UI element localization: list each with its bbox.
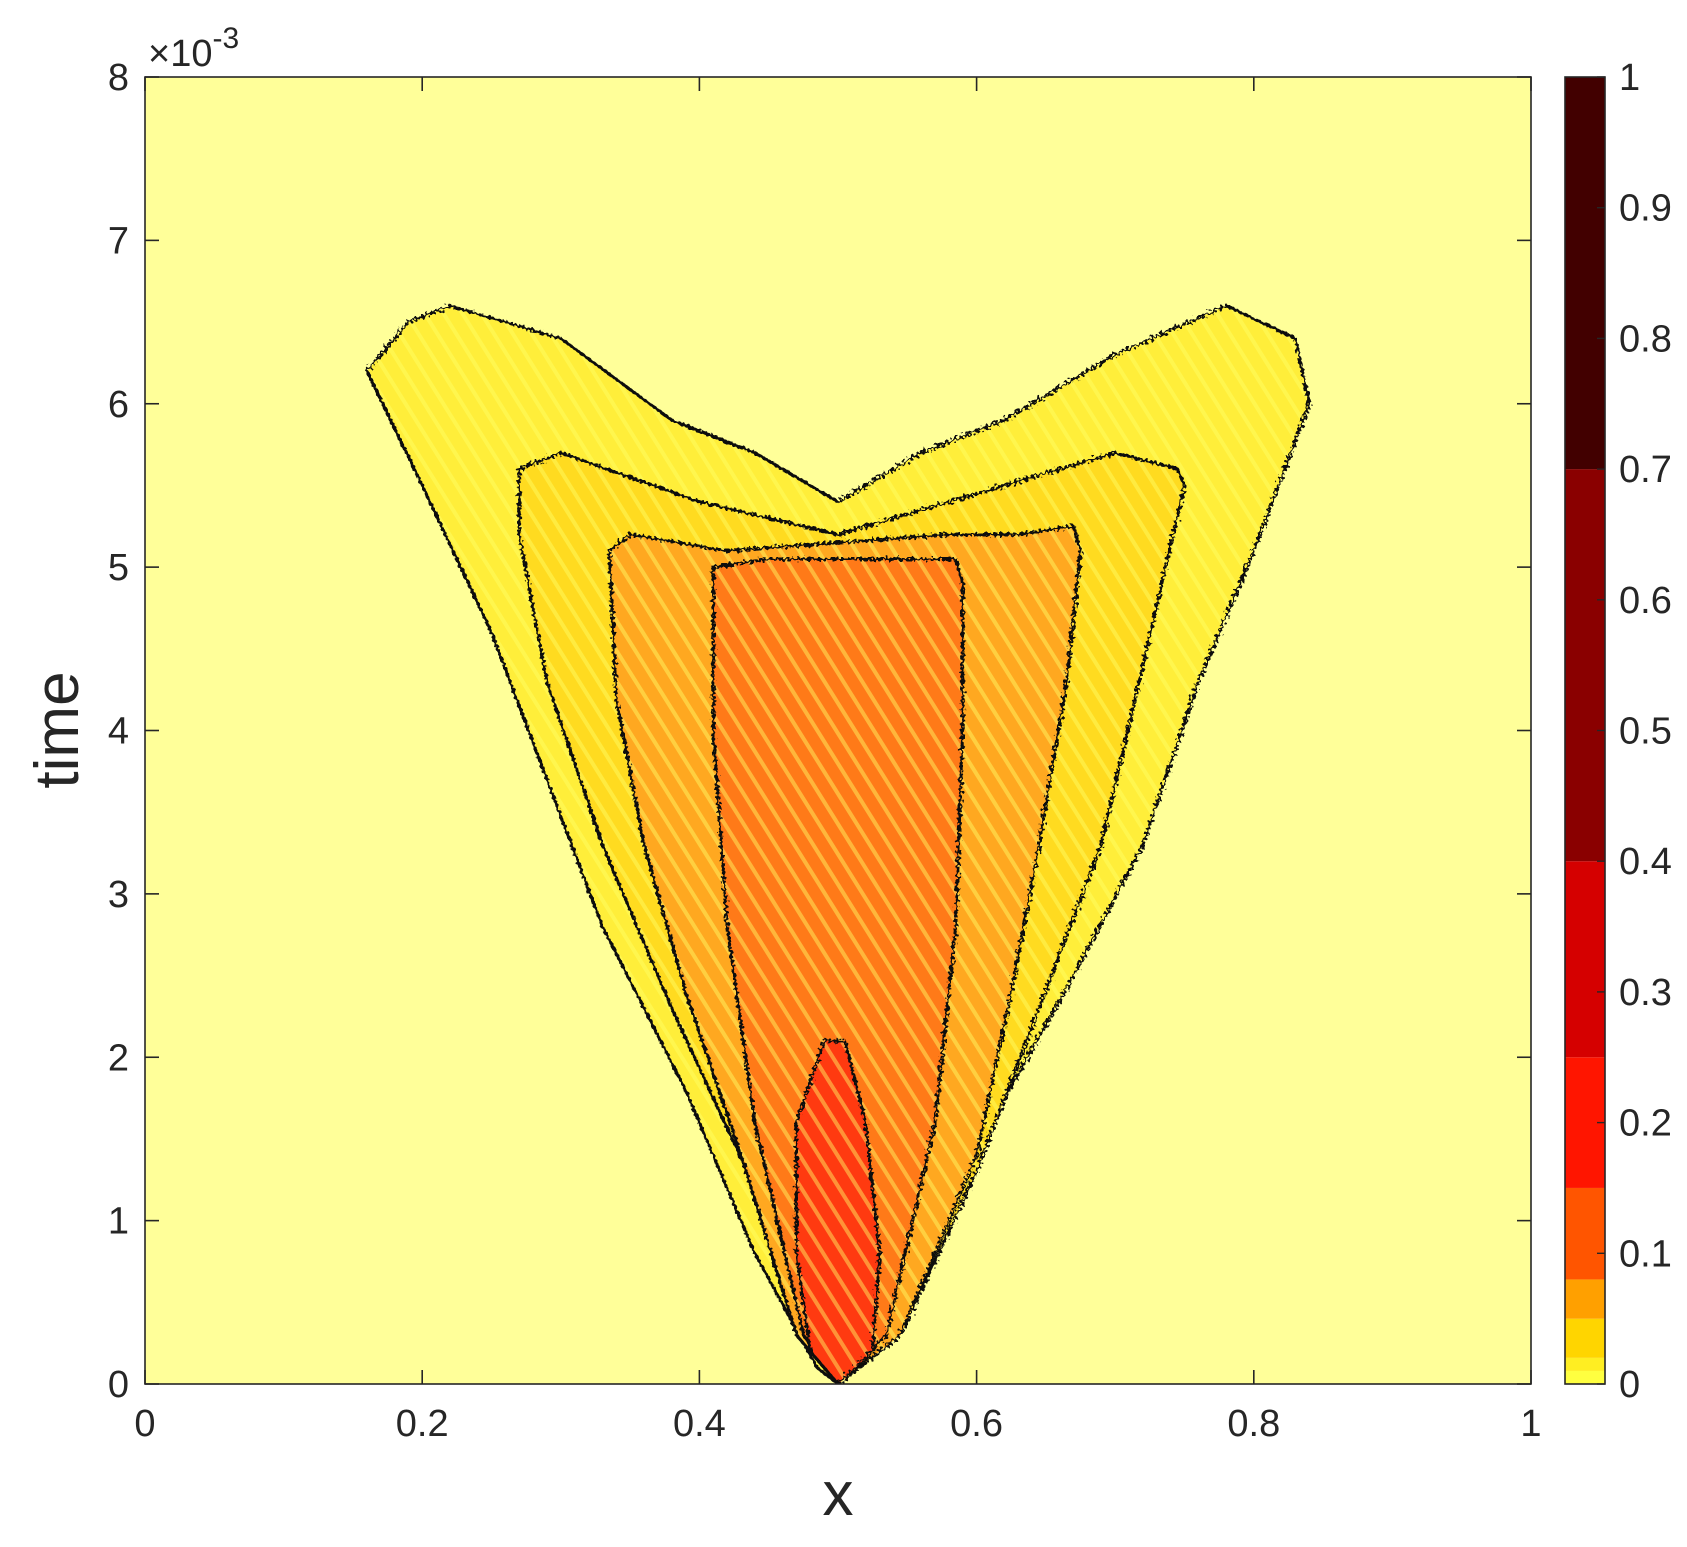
y-tick-label: 2 <box>108 1037 129 1079</box>
colorbar-tick-label: 0.7 <box>1619 449 1672 491</box>
colorbar-band-4 <box>1565 1279 1605 1319</box>
y-axis-title: time <box>23 671 92 788</box>
contour-line-3 <box>607 524 1083 1384</box>
contour-line-5 <box>794 1039 882 1384</box>
y-tick-label: 8 <box>108 57 129 99</box>
colorbar-band-1 <box>1565 1370 1605 1384</box>
colorbar-tick-label: 0.9 <box>1619 188 1672 230</box>
colorbar-band-8 <box>1565 469 1605 862</box>
y-tick-label: 7 <box>108 220 129 262</box>
y-axis: 0 1 2 3 4 5 6 7 8 <box>108 57 1531 1406</box>
contour-hatch-4 <box>713 559 963 1384</box>
colorbar-tick-label: 0.4 <box>1619 841 1672 883</box>
y-exponent-superscript: -3 <box>212 22 239 55</box>
x-tick-label: 0.8 <box>1227 1403 1280 1445</box>
contour-line-4 <box>711 557 965 1384</box>
x-axis-title: x <box>823 1460 854 1529</box>
contour-line-1 <box>365 304 1311 1384</box>
y-tick-label: 3 <box>108 874 129 916</box>
y-tick-label: 0 <box>108 1364 129 1406</box>
colorbar-tick-label: 0.5 <box>1619 711 1672 753</box>
colorbar-tick-label: 0.3 <box>1619 972 1672 1014</box>
colorbar-tick-label: 0.8 <box>1619 318 1672 360</box>
y-tick-label: 4 <box>108 711 129 753</box>
x-tick-label: 0 <box>134 1403 155 1445</box>
contour-region-5 <box>794 1039 882 1384</box>
x-tick-label: 0.6 <box>950 1403 1003 1445</box>
colorbar-tick-label: 0.2 <box>1619 1103 1672 1145</box>
x-axis: 0 0.2 0.4 0.6 0.8 1 <box>134 77 1542 1445</box>
y-tick-label: 6 <box>108 384 129 426</box>
x-tick-label: 0.2 <box>396 1403 449 1445</box>
y-exponent-label: ×10-3 <box>148 22 239 75</box>
contour-line-2 <box>517 451 1186 1384</box>
colorbar-tick-label: 0.1 <box>1619 1233 1672 1275</box>
colorbar-band-9 <box>1565 77 1605 470</box>
y-tick-label: 1 <box>108 1201 129 1243</box>
colorbar-band-5 <box>1565 1187 1605 1280</box>
colorbar-ticks: 0 0.1 0.2 0.3 0.4 0.5 0.6 0.7 0.8 0.9 1 <box>1597 57 1672 1406</box>
x-tick-label: 0.4 <box>673 1403 726 1445</box>
contour-layer <box>365 304 1311 1384</box>
colorbar-tick-label: 0 <box>1619 1364 1640 1406</box>
y-tick-label: 5 <box>108 547 129 589</box>
colorbar-band-2 <box>1565 1357 1605 1371</box>
colorbar-tick-label: 1 <box>1619 57 1640 99</box>
contour-hatch-5 <box>796 1040 880 1384</box>
colorbar <box>1564 76 1606 1385</box>
colorbar-band-7 <box>1565 861 1605 1058</box>
colorbar-tick-label: 0.6 <box>1619 580 1672 622</box>
x-tick-label: 1 <box>1520 1403 1541 1445</box>
contour-region-4 <box>711 557 965 1384</box>
colorbar-band-3 <box>1565 1318 1605 1358</box>
